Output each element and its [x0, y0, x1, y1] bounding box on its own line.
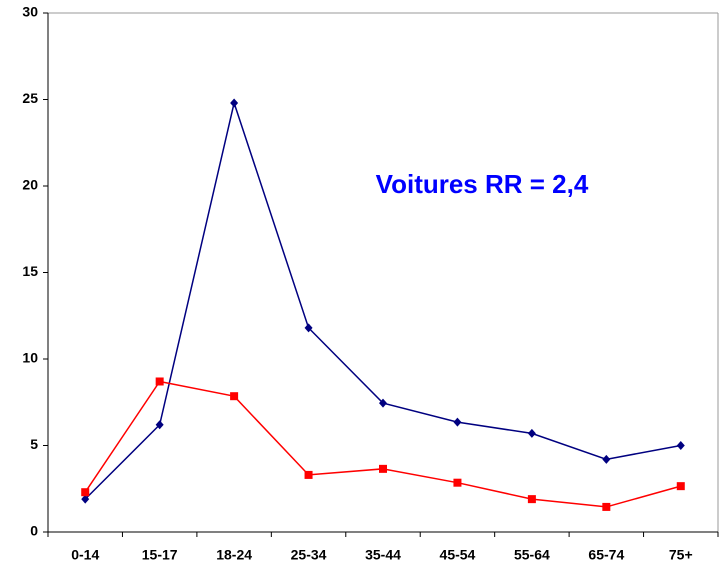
marker: [230, 98, 239, 108]
series-line: [84, 100, 681, 500]
x-tick-label: 25-34: [291, 547, 327, 563]
x-tick-label: 0-14: [71, 547, 99, 563]
marker: [81, 488, 90, 497]
marker: [379, 398, 387, 408]
marker: [304, 470, 313, 479]
marker: [453, 417, 462, 427]
marker: [602, 502, 611, 511]
y-tick-label: 5: [30, 436, 38, 452]
marker: [676, 482, 685, 491]
y-tick-label: 25: [22, 90, 38, 106]
y-tick-label: 15: [22, 263, 38, 279]
x-tick-label: 18-24: [216, 547, 252, 563]
x-tick-label: 15-17: [142, 547, 178, 563]
marker: [602, 454, 611, 464]
marker: [81, 494, 90, 504]
marker: [379, 464, 387, 473]
marker: [155, 377, 164, 386]
y-tick-label: 30: [22, 4, 38, 20]
annotation: Voitures RR = 2,4: [376, 169, 589, 199]
marker: [304, 323, 313, 333]
x-tick-label: 35-44: [365, 547, 401, 563]
x-tick-label: 65-74: [588, 547, 624, 563]
y-tick-label: 10: [22, 350, 38, 366]
marker: [527, 428, 536, 438]
x-tick-label: 75+: [669, 547, 693, 563]
marker: [453, 478, 462, 487]
marker: [676, 441, 685, 450]
y-tick-label: 20: [22, 177, 38, 193]
x-tick-label: 55-64: [514, 547, 550, 563]
marker: [230, 392, 239, 401]
x-tick-label: 45-54: [440, 547, 476, 563]
marker: [527, 495, 536, 504]
y-tick-label: 0: [30, 523, 38, 539]
marker: [155, 420, 164, 430]
